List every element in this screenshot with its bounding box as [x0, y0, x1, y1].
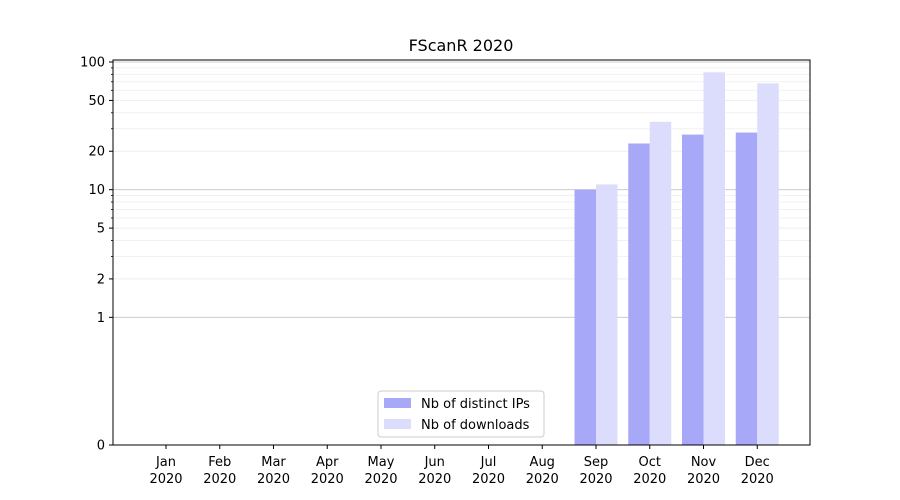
x-tick-label-month: Jan — [155, 455, 176, 470]
bar-distinct-ips-nov — [682, 134, 704, 445]
chart-title: FScanR 2020 — [409, 36, 514, 55]
y-tick-label: 0 — [97, 439, 105, 454]
x-tick-label-month: Dec — [745, 455, 770, 470]
legend-label-downloads: Nb of downloads — [421, 418, 530, 433]
x-tick-label-year: 2020 — [149, 472, 182, 487]
legend-swatch-distinct-ips — [384, 398, 411, 408]
x-tick-label-month: Mar — [261, 455, 286, 470]
x-axis: Jan 2020 Feb 2020 Mar 2020 Apr 2020 May 2020 Jun 20… — [149, 445, 774, 487]
x-tick-label-year: 2020 — [579, 472, 612, 487]
legend: Nb of distinct IPs Nb of downloads — [377, 390, 545, 438]
x-tick-label-month: Sep — [584, 455, 609, 470]
x-tick-label-month: Feb — [208, 455, 231, 470]
bar-distinct-ips-oct — [628, 143, 650, 445]
x-tick-label-year: 2020 — [418, 472, 451, 487]
bar-downloads-sep — [596, 184, 618, 445]
x-tick-label-year: 2020 — [687, 472, 720, 487]
x-tick-label-month: Aug — [530, 455, 555, 470]
legend-label-distinct-ips: Nb of distinct IPs — [421, 397, 530, 412]
x-tick-label-month: Nov — [691, 455, 717, 470]
y-tick-label: 50 — [88, 94, 105, 109]
x-tick-label-month: Jul — [480, 455, 497, 470]
y-tick-label: 1 — [97, 311, 105, 326]
y-tick-label: 100 — [80, 56, 105, 71]
y-tick-label: 2 — [97, 272, 105, 287]
legend-box — [377, 390, 545, 438]
bar-downloads-oct — [649, 121, 672, 446]
x-tick-label-year: 2020 — [257, 472, 290, 487]
x-tick-label-month: May — [368, 455, 395, 470]
bar-downloads-nov — [703, 72, 725, 446]
x-tick-label-year: 2020 — [311, 472, 344, 487]
bars — [574, 72, 779, 446]
x-tick-label-month: Oct — [639, 455, 661, 470]
y-tick-label: 10 — [88, 183, 105, 198]
x-tick-label-month: Jun — [424, 455, 445, 470]
legend-swatch-downloads — [384, 419, 411, 429]
x-tick-label-month: Apr — [316, 455, 339, 470]
x-tick-label-year: 2020 — [364, 472, 397, 487]
bar-distinct-ips-sep — [574, 189, 596, 445]
plot-frame — [112, 59, 811, 446]
y-tick-label: 5 — [97, 222, 105, 237]
y-tick-label: 20 — [88, 145, 105, 160]
y-axis: 0 1 2 5 10 20 50 100 — [80, 56, 113, 454]
bar-downloads-dec — [757, 83, 779, 445]
x-tick-label-year: 2020 — [472, 472, 505, 487]
x-tick-label-year: 2020 — [741, 472, 774, 487]
bar-distinct-ips-dec — [735, 132, 758, 445]
x-tick-label-year: 2020 — [203, 472, 236, 487]
x-tick-label-year: 2020 — [526, 472, 559, 487]
x-tick-label-year: 2020 — [633, 472, 666, 487]
